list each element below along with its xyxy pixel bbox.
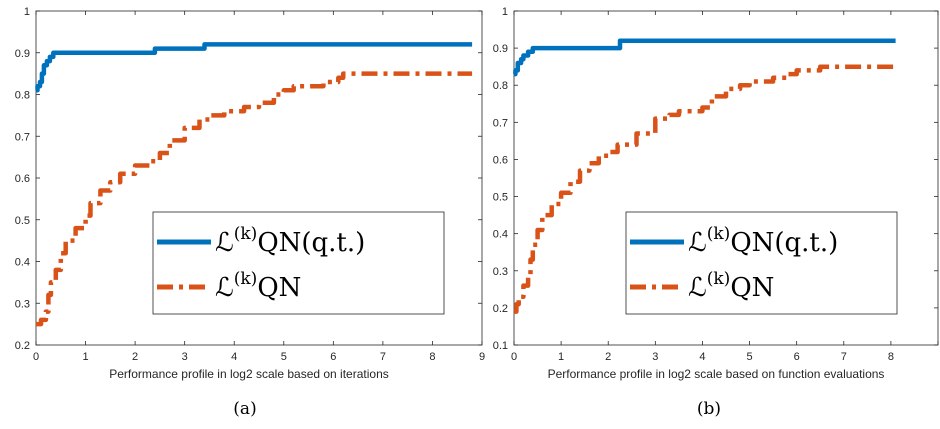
legend-superscript: (k) [707,224,731,244]
x-tick-label: 2 [132,351,138,363]
x-tick-label: 5 [281,351,287,363]
y-tick-label: 0.5 [493,192,508,204]
legend-box [152,211,445,315]
y-tick-label: 1 [502,6,508,18]
y-tick-label: 0.4 [15,257,30,269]
legend-entry-1: ℒ(k)QN(q.t.) [688,224,838,258]
series-line-2 [36,71,473,327]
legend-name: QN(q.t.) [730,228,838,258]
x-axis-label: Performance profile in log2 scale based … [548,367,885,381]
y-tick-label: 0.6 [15,173,30,185]
axes-frame [513,10,939,346]
y-tick-label: 0.2 [493,303,508,315]
series-line-2 [514,64,896,314]
x-tick-label: 5 [746,351,752,363]
x-tick-label: 1 [82,351,88,363]
legend: ℒ(k)QN(q.t.)ℒ(k)QN [152,211,445,315]
legend-box [625,211,898,315]
x-tick-label: 9 [479,351,485,363]
y-tick-label: 0.8 [493,80,508,92]
legend-entry-2: ℒ(k)QN [215,269,301,303]
subfigure-caption: (b) [697,399,721,419]
series-line-1 [513,38,896,77]
legend-superscript: (k) [234,269,258,289]
legend: ℒ(k)QN(q.t.)ℒ(k)QN [625,211,898,315]
y-tick-label: 0.1 [493,340,508,352]
chart-1: 0 1 2 3 4 5 6 7 8 9 0.2 0.3 0.4 0.5 0.6 0.7 0.8 0.9 1 Perfo… [15,6,485,419]
x-tick-label: 2 [605,351,611,363]
x-tick-label: 3 [182,351,188,363]
y-tick-label: 1 [24,6,30,18]
subfigure-caption: (a) [233,399,256,419]
legend-symbol: ℒ [215,228,234,258]
y-tick-label: 0.9 [15,48,30,60]
y-tick-label: 0.3 [15,298,30,310]
x-tick-label: 0 [511,351,517,363]
x-axis-label: Performance profile in log2 scale based … [109,367,389,381]
legend-name: QN [730,273,774,303]
y-tick-label: 0.2 [15,340,30,352]
x-tick-label: 3 [652,351,658,363]
legend-symbol: ℒ [688,273,707,303]
y-tick-label: 0.7 [493,117,508,129]
y-tick-label: 0.3 [493,266,508,278]
y-tick-label: 0.9 [493,43,508,55]
x-tick-label: 1 [558,351,564,363]
x-tick-label: 8 [888,351,894,363]
legend-superscript: (k) [707,269,731,289]
x-tick-label: 7 [380,351,386,363]
x-tick-label: 8 [429,351,435,363]
y-tick-label: 0.4 [493,229,508,241]
x-tick-label: 4 [699,351,705,363]
legend-name: QN(q.t.) [257,228,365,258]
legend-name: QN [257,273,301,303]
x-tick-label: 4 [231,351,237,363]
legend-symbol: ℒ [688,228,707,258]
legend-superscript: (k) [234,224,258,244]
legend-symbol: ℒ [215,273,234,303]
y-tick-label: 0.5 [15,215,30,227]
y-tick-label: 0.7 [15,131,30,143]
chart-2: 0 1 2 3 4 5 6 7 8 0.1 0.2 0.3 0.4 0.5 0.6 0.7 0.8 0.9 1 Per… [493,6,939,419]
y-tick-label: 0.6 [493,154,508,166]
legend-entry-2: ℒ(k)QN [688,269,774,303]
x-tick-label: 6 [330,351,336,363]
series-line-1 [35,42,473,93]
x-tick-label: 6 [794,351,800,363]
x-tick-label: 0 [33,351,39,363]
y-tick-label: 0.8 [15,90,30,102]
x-tick-label: 7 [841,351,847,363]
legend-entry-1: ℒ(k)QN(q.t.) [215,224,365,258]
